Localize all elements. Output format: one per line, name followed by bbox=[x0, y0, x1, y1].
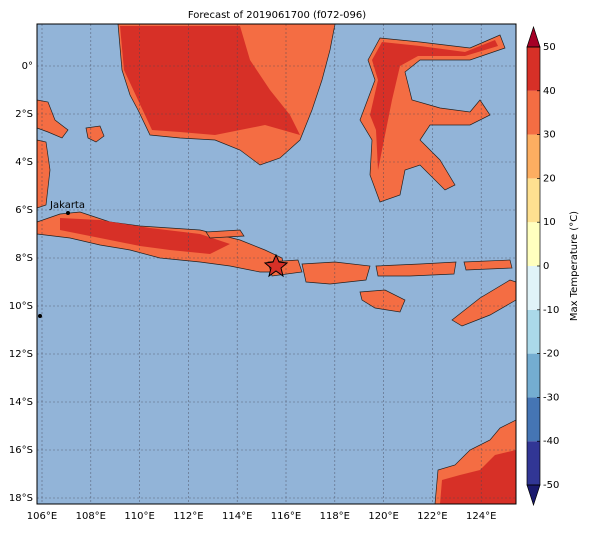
sumba bbox=[359, 289, 406, 313]
colorbar-band bbox=[527, 266, 540, 310]
colorbar-tick-label: 0 bbox=[543, 261, 549, 272]
colorbar-band bbox=[527, 441, 540, 485]
lon-label: 118°E bbox=[320, 511, 350, 522]
lat-label: 4°S bbox=[15, 157, 33, 168]
sulawesi-hot bbox=[370, 40, 498, 170]
lon-label: 120°E bbox=[368, 511, 398, 522]
graticule bbox=[37, 24, 516, 504]
colorbar-tick-label: 10 bbox=[543, 217, 556, 228]
colorbar-band bbox=[527, 90, 540, 135]
lat-label: 14°S bbox=[9, 397, 33, 408]
lat-label: 18°S bbox=[9, 493, 33, 504]
alor bbox=[463, 259, 513, 271]
colorbar-extend-over bbox=[526, 25, 541, 48]
colorbar-band bbox=[527, 47, 540, 91]
lat-label: 8°S bbox=[15, 253, 33, 264]
timor bbox=[451, 279, 516, 327]
lon-label: 114°E bbox=[222, 511, 252, 522]
colorbar-tick-label: -10 bbox=[543, 305, 559, 316]
borneo-hot bbox=[120, 26, 300, 135]
lon-label: 112°E bbox=[173, 511, 203, 522]
colorbar-tick-label: 50 bbox=[543, 42, 556, 53]
lat-label: 0° bbox=[22, 61, 33, 72]
colorbar-band bbox=[527, 222, 540, 266]
colorbar: -50 -40 -30 -20 -10 0 10 20 30 40 50 bbox=[526, 25, 559, 507]
colorbar-tick-label: 40 bbox=[543, 86, 556, 97]
city-dot bbox=[66, 211, 70, 215]
lon-label: 124°E bbox=[466, 511, 496, 522]
lat-label: 16°S bbox=[9, 445, 33, 456]
lon-label: 116°E bbox=[271, 511, 301, 522]
lon-label: 106°E bbox=[27, 511, 57, 522]
colorbar-extend-under bbox=[526, 484, 541, 507]
lon-label: 122°E bbox=[417, 511, 447, 522]
colorbar-band bbox=[527, 309, 540, 354]
colorbar-tick-label: -30 bbox=[543, 392, 559, 403]
colorbar-band bbox=[527, 397, 540, 442]
java-hot bbox=[60, 218, 230, 254]
map-frame bbox=[36, 23, 517, 505]
colorbar-band bbox=[527, 353, 540, 398]
lat-label: 12°S bbox=[9, 349, 33, 360]
australia-hot bbox=[440, 450, 516, 504]
madura bbox=[205, 229, 245, 239]
sumatra bbox=[37, 99, 69, 139]
lon-label: 110°E bbox=[124, 511, 154, 522]
colorbar-tick-label: 20 bbox=[543, 173, 556, 184]
colorbar-tick-label: 30 bbox=[543, 130, 556, 141]
lat-label: 10°S bbox=[9, 301, 33, 312]
map: Jakarta bbox=[37, 24, 516, 504]
colorbar-band bbox=[527, 178, 540, 223]
colorbar-tick-label: -50 bbox=[543, 480, 559, 491]
colorbar-band bbox=[527, 134, 540, 179]
lat-label: 2°S bbox=[15, 109, 33, 120]
colorbar-label: Max Temperature (°C) bbox=[569, 211, 580, 321]
colorbar-tick-label: -20 bbox=[543, 349, 559, 360]
flores bbox=[375, 261, 457, 277]
star-marker bbox=[263, 253, 289, 278]
lon-label: 108°E bbox=[76, 511, 106, 522]
sumbawa bbox=[301, 261, 371, 285]
title: Forecast of 2019061700 (f072-096) bbox=[188, 10, 366, 21]
city-label: Jakarta bbox=[49, 200, 85, 211]
point bbox=[38, 314, 42, 318]
sumatra-south bbox=[37, 139, 51, 209]
colorbar-tick-label: -40 bbox=[543, 436, 559, 447]
lat-label: 6°S bbox=[15, 205, 33, 216]
